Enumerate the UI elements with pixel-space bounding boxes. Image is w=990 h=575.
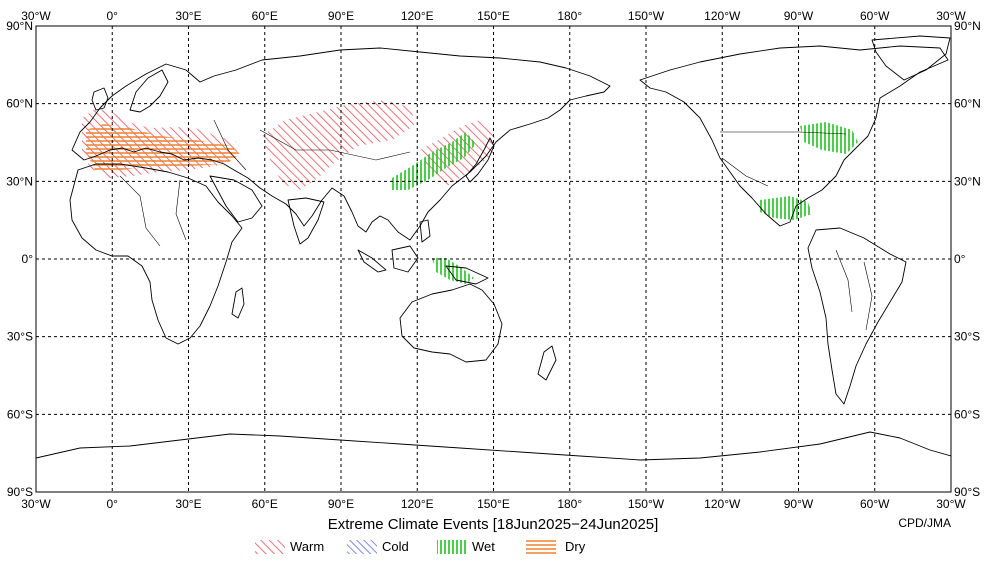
coast-new-zealand [537, 345, 557, 381]
longitude-label-bottom: 30°W [21, 497, 51, 511]
longitude-label-bottom: 60°E [252, 497, 278, 511]
legend-item-dry: Dry [526, 539, 586, 554]
legend-label-cold: Cold [382, 539, 409, 554]
coast-eurasia [71, 47, 611, 241]
latitude-label-left: 60°S [7, 407, 33, 421]
legend-label-wet: Wet [472, 539, 495, 554]
legend-item-warm: Warm [255, 539, 324, 554]
longitude-label-top: 120°E [401, 9, 434, 23]
longitude-label-top: 30°W [21, 9, 51, 23]
latitude-label-left: 90°N [6, 19, 33, 33]
longitude-label-bottom: 90°W [784, 497, 814, 511]
country-borders [119, 119, 873, 331]
graticule [36, 26, 951, 492]
longitude-label-top: 150°E [477, 9, 510, 23]
coast-south-america [807, 227, 907, 405]
coastlines [36, 35, 951, 461]
dry-region-europe [86, 124, 240, 172]
warm-region-central-asia [262, 100, 414, 190]
longitude-label-bottom: 150°W [628, 497, 665, 511]
longitude-labels-top: 30°W 0° 30°E 60°E 90°E 120°E 150°E 180° 150°W 120… [21, 9, 966, 23]
coast-sumatra [357, 249, 387, 273]
legend-label-warm: Warm [290, 539, 324, 554]
longitude-label-bottom: 0° [107, 497, 119, 511]
longitude-label-top: 30°W [936, 9, 966, 23]
longitude-label-bottom: 60°W [860, 497, 890, 511]
legend-swatch-warm [255, 540, 285, 554]
latitude-label-right: 30°N [954, 174, 981, 188]
coast-british-isles [91, 87, 109, 111]
dry-regions [86, 124, 240, 172]
map-frame [35, 25, 952, 493]
wet-region-east-asia [392, 132, 476, 190]
latitude-label-right: 90°N [954, 19, 981, 33]
coast-scandinavia [129, 69, 169, 113]
legend: Warm Cold Wet Dry [255, 539, 586, 554]
latitude-label-left: 60°N [6, 97, 33, 111]
latitude-label-left: 90°S [7, 485, 33, 499]
longitude-label-top: 60°W [860, 9, 890, 23]
coast-madagascar [231, 287, 245, 319]
wet-region-central-america [760, 196, 812, 220]
longitude-label-bottom: 120°W [704, 497, 741, 511]
longitude-label-top: 60°E [252, 9, 278, 23]
latitude-label-right: 30°S [954, 330, 980, 344]
legend-swatch-wet [437, 540, 467, 554]
longitude-label-bottom: 90°E [328, 497, 354, 511]
credit-label: CPD/JMA [898, 516, 951, 530]
latitude-labels-right: 90°N 60°N 30°N 0° 30°S 60°S 90°S [954, 19, 981, 499]
coast-greenland [871, 35, 951, 81]
map-content [36, 35, 951, 461]
latitude-label-left: 30°N [6, 174, 33, 188]
legend-label-dry: Dry [565, 539, 586, 554]
coast-antarctica [36, 431, 951, 461]
longitude-label-top: 30°E [175, 9, 201, 23]
wet-regions [392, 122, 858, 284]
latitude-label-left: 30°S [7, 330, 33, 344]
legend-swatch-cold [347, 540, 377, 554]
coast-africa [69, 163, 243, 345]
coast-borneo [391, 245, 419, 273]
longitude-label-top: 180° [557, 9, 582, 23]
longitude-label-bottom: 120°E [401, 497, 434, 511]
coast-australia [399, 283, 503, 363]
legend-swatch-dry [526, 540, 556, 554]
chart-title: Extreme Climate Events [18Jun2025−24Jun2… [328, 516, 659, 533]
wet-region-canada [800, 122, 858, 154]
legend-item-wet: Wet [437, 539, 495, 554]
longitude-label-bottom: 30°W [936, 497, 966, 511]
longitude-labels-bottom: 30°W 0° 30°E 60°E 90°E 120°E 150°E 180° 150°W 120… [21, 497, 966, 511]
latitude-label-right: 60°S [954, 407, 980, 421]
latitude-label-right: 0° [954, 252, 966, 266]
longitude-label-top: 90°E [328, 9, 354, 23]
longitude-label-top: 150°W [628, 9, 665, 23]
latitude-label-left: 0° [22, 252, 34, 266]
longitude-label-bottom: 30°E [175, 497, 201, 511]
longitude-label-top: 120°W [704, 9, 741, 23]
coast-philippines [419, 219, 431, 243]
longitude-label-top: 90°W [784, 9, 814, 23]
longitude-label-bottom: 180° [557, 497, 582, 511]
coast-new-guinea [445, 265, 489, 285]
longitude-label-top: 0° [107, 9, 119, 23]
longitude-label-bottom: 150°E [477, 497, 510, 511]
latitude-label-right: 90°S [954, 485, 980, 499]
latitude-labels-left: 90°N 60°N 30°N 0° 30°S 60°S 90°S [6, 19, 33, 499]
coast-india [287, 197, 325, 245]
latitude-label-right: 60°N [954, 97, 981, 111]
legend-item-cold: Cold [347, 539, 409, 554]
wet-region-indonesia [432, 258, 474, 284]
coast-north-america [639, 45, 949, 227]
